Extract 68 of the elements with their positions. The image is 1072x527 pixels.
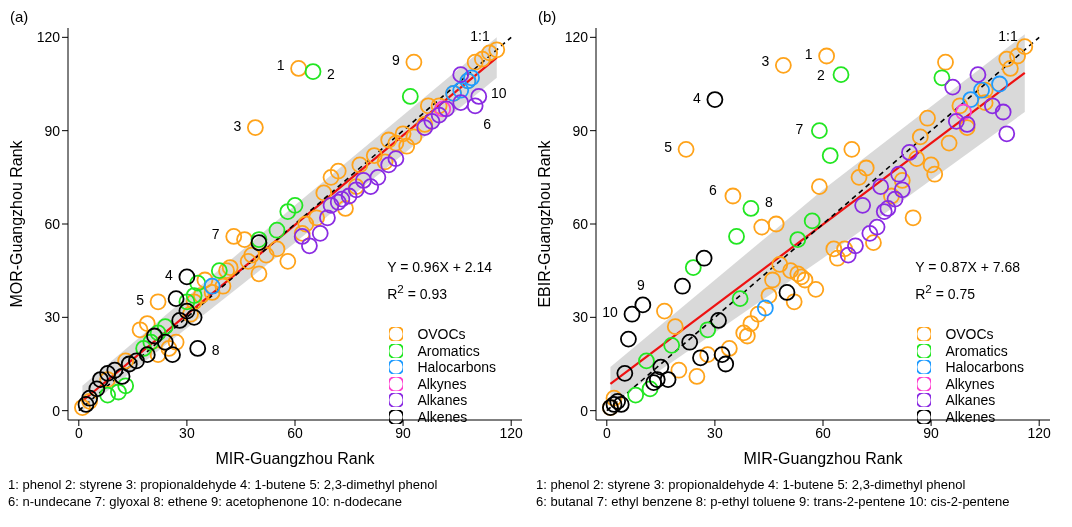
y-tick-label: 0 [580, 402, 589, 419]
legend-label: Alkynes [417, 375, 467, 392]
text: 6: n-undecane 7: glyoxal 8: ethene 9: acetophenone 10: n-dodecane [8, 493, 403, 510]
y-tick-label: 90 [572, 122, 589, 139]
x-axis-title: MIR-Guangzhou Rank [215, 450, 376, 467]
y-tick-label: 30 [44, 309, 61, 326]
annotation: 5 [664, 139, 673, 156]
legend-label: Alkenes [945, 408, 996, 425]
legend-label: Halocarbons [417, 359, 496, 376]
x-tick-label: 30 [179, 424, 195, 441]
text: 1: phenol 2: styrene 3: propionaldehyde 4: 1-butene 5: 2,3-dimethyl phenol [536, 476, 967, 493]
x-tick-label: 90 [923, 424, 940, 441]
annotation: 9 [636, 276, 645, 293]
y-tick-label: 30 [572, 309, 589, 326]
x-tick-label: 30 [707, 424, 723, 441]
annotation: 1:1 [998, 28, 1018, 45]
annotation: 2 [817, 66, 826, 83]
annotation: 2 [327, 65, 336, 82]
x-tick-label: 120 [499, 424, 524, 441]
y-axis-title: EBIR-Guangzhou Rank [535, 139, 553, 308]
x-tick-label: 0 [602, 424, 611, 441]
annotation: 7 [211, 226, 220, 243]
annotation: 1:1 [470, 28, 490, 45]
x-tick-label: 60 [287, 424, 303, 441]
y-tick-label: 0 [52, 402, 61, 419]
annotation: 3 [233, 117, 242, 134]
annotation: 4 [693, 89, 702, 106]
legend-label: Alkynes [945, 375, 995, 392]
legend-label: Alkenes [417, 408, 468, 425]
chart-title: (a) [10, 8, 29, 25]
legend-label: OVOCs [417, 326, 466, 343]
annotation: 4 [165, 266, 174, 283]
x-tick-label: 90 [395, 424, 412, 441]
text: 1: phenol 2: styrene 3: propionaldehyde 4: 1-butene 5: 2,3-dimethyl phenol [8, 476, 438, 493]
annotation: R$^{2}$ = 0.93 [387, 281, 448, 304]
annotation: 10 [490, 85, 507, 102]
y-axis-title: MOR-Guangzhou Rank [7, 139, 25, 308]
legend-label: Alkanes [417, 392, 468, 409]
legend-label: Aromatics [417, 342, 480, 359]
text: 6: butanal 7: ethyl benzene 8: p-ethyl toluene 9: trans-2-pentene 10: cis-2-pentene [536, 493, 1010, 510]
annotation: 6 [709, 182, 718, 198]
annotation: 1 [276, 57, 285, 74]
annotation: Y = 0.96X + 2.14 [387, 258, 492, 277]
annotation: 9 [392, 52, 401, 69]
x-tick-label: 0 [74, 424, 83, 441]
y-tick-label: 90 [44, 122, 61, 139]
legend-label: Halocarbons [945, 359, 1024, 376]
legend-label: OVOCs [945, 326, 994, 343]
annotation: Y = 0.87X + 7.68 [915, 258, 1020, 277]
annotation: 7 [795, 120, 804, 137]
annotation: 3 [761, 53, 770, 70]
x-axis-title: MIR-Guangzhou Rank [743, 450, 904, 467]
x-tick-label: 60 [815, 424, 831, 441]
y-tick-label: 120 [564, 29, 589, 46]
annotation: 8 [765, 194, 774, 211]
y-tick-label: 60 [44, 215, 61, 232]
x-tick-label: 120 [1027, 424, 1052, 441]
annotation: 8 [211, 342, 220, 359]
legend-label: Aromatics [945, 342, 1008, 359]
y-tick-label: 120 [36, 29, 61, 46]
chart-title: (b) [538, 8, 557, 25]
y-tick-label: 60 [572, 215, 589, 232]
annotation: 5 [136, 291, 145, 308]
annotation: 1 [804, 46, 813, 62]
legend-label: Alkanes [945, 392, 996, 409]
annotation: R$^{2}$ = 0.75 [915, 281, 976, 304]
annotation: 10 [602, 304, 619, 321]
annotation: 6 [483, 115, 492, 132]
